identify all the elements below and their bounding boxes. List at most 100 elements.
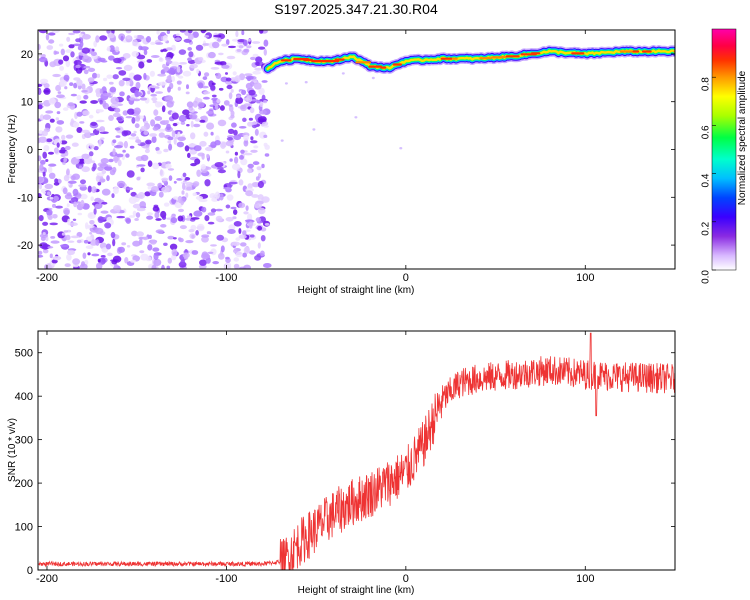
spectrogram-cell [193,123,201,128]
spectrogram-cell [72,258,80,265]
spectrogram-cell [54,178,59,184]
spectrogram-cell [112,148,116,156]
y-tick-label: 0 [27,565,33,577]
spectrogram-cell [257,225,263,231]
spectrogram-cell [176,141,185,148]
spectrogram-cell [205,146,213,152]
spectrogram-cell [226,194,234,201]
spectrogram-cell [72,173,80,180]
spectrogram-cell [100,60,108,63]
spectrogram-cell [228,92,233,100]
spectrogram-cell [198,198,208,203]
spectrogram-cell [83,69,89,75]
spectrogram-cell [147,185,152,190]
spectrogram-cell [150,85,157,89]
spectrogram-cell [255,61,260,66]
spectrogram-cell [229,158,233,162]
spectrogram-cell [228,105,234,112]
spectrogram-cell [69,82,74,86]
spectrogram-cell [63,209,70,216]
spectrogram-cell [280,139,284,142]
spectrogram-cell [215,72,222,79]
spectrogram-cell [193,145,202,152]
spectrogram-cell [39,233,49,238]
spectrogram-cell [152,126,159,131]
spectrogram-cell [151,136,157,143]
spectrogram-cell [225,39,230,46]
spectrogram-cell [153,109,159,116]
spectrogram-cell [100,158,110,164]
spectrogram-cell [103,77,108,82]
spectrogram-cell [122,110,128,116]
spectrogram-cell [261,94,266,101]
y-tick-label: 20 [21,49,33,61]
spectrogram-cell [48,163,57,167]
spectrogram-cell [187,30,193,34]
spectrogram-cell [51,30,60,34]
y-tick-label: -10 [17,192,33,204]
spectrogram-cell [147,90,151,95]
spectrogram-cell [243,97,251,101]
spectrogram-cell [249,81,255,87]
spectrogram-cell [99,126,106,133]
spectrogram-cell [87,77,95,83]
spectrogram-cell [126,170,135,178]
spectrogram-cell [211,97,219,101]
spectrogram-cell [238,234,247,239]
spectrogram-cell [247,38,251,42]
spectrogram-cell [125,218,131,224]
spectrogram-cell [97,258,101,263]
spectrogram-cell [169,243,178,250]
spectrogram-cell [161,186,170,193]
spectrogram-cell [166,101,174,108]
spectrogram-cell [233,257,240,262]
spectrogram-cell [97,181,102,186]
spectrogram-cell [354,116,358,119]
spectrogram-cell [87,67,96,72]
spectrogram-cell [157,73,167,77]
spectrogram-cell [196,169,202,177]
spectrogram-cell [178,114,187,123]
spectrogram-cell [167,257,172,264]
spectrogram-cell [60,147,66,154]
spectrogram-cell [143,72,147,80]
spectrogram-cell [106,175,110,182]
spectrogram-cell [225,256,230,260]
spectrogram-cell [88,151,94,157]
spectrogram-cell [261,80,268,83]
spectrogram-cell [179,225,187,230]
spectrogram-cell [107,252,113,257]
spectrogram-cell [150,119,156,127]
spectrogram-cell [248,221,254,227]
spectrogram-cell [66,192,72,197]
spectrogram-cell [106,216,113,223]
spectrogram-cell [190,120,194,128]
spectrogram-cell [164,95,174,103]
spectrogram-cell [167,168,175,171]
spectrogram-cell [233,248,238,254]
spectrogram-cell [81,166,90,173]
spectrogram-cell [184,177,191,181]
spectrogram-cell [199,259,207,266]
spectrogram-cell [41,54,46,58]
spectrogram-cell [211,197,219,202]
spectrogram-cell [156,30,160,35]
spectrogram-cell [253,145,259,149]
colorbar-tick-label: 0.6 [701,125,712,139]
spectrogram-cell [115,206,121,213]
spectrogram-cell [226,84,233,90]
spectrogram-cell [167,235,175,240]
spectrogram-cell [244,219,254,222]
spectrogram-cell [112,139,117,144]
spectrogram-cell [149,133,158,137]
spectrogram-cell [50,240,60,244]
spectrogram-cell [186,84,189,90]
spectrogram-cell [52,256,62,261]
spectrogram-cell [167,86,171,93]
spectrogram-cell [230,114,235,119]
spectrogram-cell [187,33,194,41]
spectrogram-cell [136,176,141,181]
spectrogram-cell [178,237,182,241]
spectrogram-cell [247,163,254,169]
spectrogram-cell [157,182,163,189]
